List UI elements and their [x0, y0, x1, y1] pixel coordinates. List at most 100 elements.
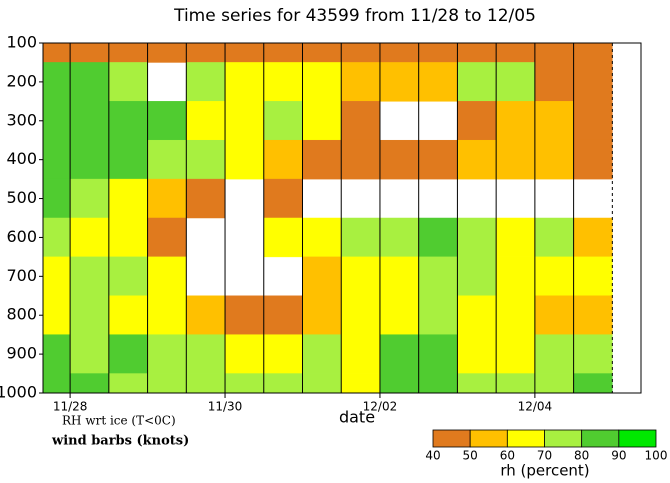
rh-cell: [534, 256, 574, 297]
rh-cell: [186, 139, 226, 180]
rh-cell: [418, 373, 458, 394]
rh-cell: [42, 334, 71, 374]
rh-cell: [147, 217, 187, 258]
rh-cell: [224, 334, 265, 374]
rh-cell: [108, 62, 148, 102]
rh-cell: [418, 295, 458, 335]
rh-cell: [418, 139, 458, 180]
rh-cell: [69, 101, 110, 141]
rh-cell: [147, 42, 187, 63]
colorbar-tick-label: 50: [463, 449, 478, 463]
rh-cell: [573, 42, 613, 63]
rh-cell: [534, 217, 574, 258]
rh-cell: [457, 101, 497, 141]
rh-cell: [457, 256, 497, 297]
y-tick-label: 600: [6, 227, 37, 246]
x-tick-label: 12/04: [518, 400, 553, 414]
rh-cell: [42, 62, 71, 102]
colorbar-tick-label: 70: [537, 449, 552, 463]
x-tick-label: 11/28: [53, 400, 88, 414]
rh-cell: [186, 334, 226, 374]
rh-cell: [147, 334, 187, 374]
rh-cell: [108, 334, 148, 374]
rh-cell: [379, 62, 419, 102]
rh-cell: [379, 139, 419, 180]
colorbar-swatch: [469, 429, 508, 448]
rh-cell: [42, 373, 71, 394]
colorbar-label: rh (percent): [500, 462, 589, 480]
rh-cell: [69, 256, 110, 297]
rh-cell: [224, 42, 265, 63]
rh-cell: [379, 334, 419, 374]
rh-cell: [224, 373, 265, 394]
rh-cell: [418, 62, 458, 102]
rh-cell: [186, 42, 226, 63]
plot-border: [42, 42, 642, 394]
y-tick-label: 100: [6, 33, 37, 52]
colorbar-swatch: [581, 429, 620, 448]
rh-cell: [340, 62, 381, 102]
rh-cell: [263, 373, 303, 394]
rh-cell: [224, 295, 265, 335]
rh-cell: [302, 295, 342, 335]
chart-title: Time series for 43599 from 11/28 to 12/0…: [173, 6, 536, 26]
colorbar-tick-label: 100: [645, 449, 668, 463]
y-tick-label: 900: [6, 344, 37, 363]
rh-cell: [263, 62, 303, 102]
rh-cell: [340, 42, 381, 63]
rh-cell: [147, 139, 187, 180]
plot-frame: [42, 42, 642, 394]
rh-cell: [147, 295, 187, 335]
rh-cell: [186, 373, 226, 394]
rh-cell: [42, 295, 71, 335]
rh-cell: [534, 295, 574, 335]
rh-cell: [340, 334, 381, 374]
y-tick-label: 200: [6, 71, 37, 90]
rh-cell: [495, 139, 536, 180]
rh-cell: [573, 139, 613, 180]
rh-cell: [573, 295, 613, 335]
rh-cell: [302, 373, 342, 394]
y-tick-label: 1000: [0, 383, 37, 402]
rh-cell: [69, 139, 110, 180]
rh-cell: [108, 178, 148, 219]
rh-cell: [495, 42, 536, 63]
rh-cell: [340, 101, 381, 141]
colorbar-swatch: [544, 429, 583, 448]
rh-cell: [224, 62, 265, 102]
rh-cell: [224, 139, 265, 180]
rh-cell: [147, 101, 187, 141]
rh-cell: [302, 62, 342, 102]
rh-cell: [263, 217, 303, 258]
colorbar-tick-label: 60: [500, 449, 515, 463]
rh-cell: [69, 178, 110, 219]
y-tick-label: 700: [6, 266, 37, 285]
rh-cell: [573, 101, 613, 141]
rh-cell: [457, 295, 497, 335]
rh-cell: [457, 139, 497, 180]
rh-cell: [573, 373, 613, 394]
rh-cell: [340, 373, 381, 394]
x-tick-label: 11/30: [208, 400, 243, 414]
rh-cell: [457, 42, 497, 63]
rh-cell: [69, 334, 110, 374]
rh-cell: [263, 42, 303, 63]
colorbar-tick-label: 80: [574, 449, 589, 463]
rh-cell: [495, 295, 536, 335]
rh-cell: [186, 101, 226, 141]
colorbar-swatch: [618, 429, 657, 448]
rh-cell: [69, 62, 110, 102]
rh-cell: [42, 256, 71, 297]
rh-cell: [573, 256, 613, 297]
rh-cell: [302, 139, 342, 180]
rh-cell: [147, 256, 187, 297]
rh-cell: [379, 217, 419, 258]
rh-cell: [379, 373, 419, 394]
rh-cell: [534, 101, 574, 141]
rh-cell: [108, 373, 148, 394]
rh-cell: [495, 256, 536, 297]
rh-cell: [495, 101, 536, 141]
rh-cell: [457, 62, 497, 102]
rh-cell: [108, 101, 148, 141]
rh-cell: [186, 62, 226, 102]
